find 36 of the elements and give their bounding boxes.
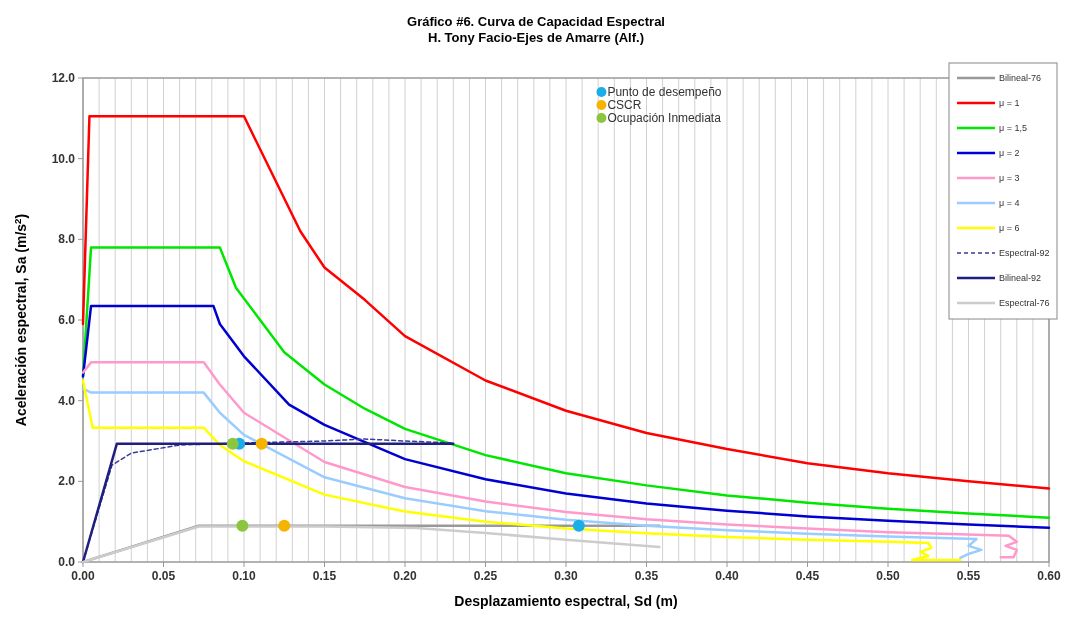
x-tick-label: 0.60	[1037, 569, 1061, 583]
legend-label: μ = 2	[999, 148, 1020, 158]
chart-title: Gráfico #6. Curva de Capacidad Espectral	[407, 14, 665, 29]
legend-label: CSCR	[607, 98, 642, 112]
x-tick-label: 0.15	[312, 569, 337, 583]
y-tick-label: 0.0	[58, 555, 76, 569]
x-tick-label: 0.45	[795, 569, 820, 583]
legend-label: μ = 1,5	[999, 123, 1027, 133]
x-tick-label: 0.30	[554, 569, 578, 583]
y-tick-label: 8.0	[58, 232, 76, 247]
legend-label: Espectral-92	[999, 248, 1050, 258]
x-tick-label: 0.00	[71, 569, 95, 583]
x-tick-label: 0.35	[634, 569, 659, 583]
x-tick-label: 0.20	[393, 569, 417, 583]
legend-label: μ = 6	[999, 223, 1020, 233]
x-tick-label: 0.55	[956, 569, 981, 583]
legend-label: μ = 3	[999, 173, 1020, 183]
legend-label: Ocupación Inmediata	[607, 111, 722, 125]
legend-label: μ = 4	[999, 198, 1020, 208]
x-axis-title: Desplazamiento espectral, Sd (m)	[454, 593, 678, 609]
x-tick-label: 0.40	[715, 569, 739, 583]
y-tick-label: 12.0	[51, 71, 76, 85]
legend-label: Espectral-76	[999, 298, 1050, 308]
x-tick-label: 0.05	[151, 569, 176, 583]
y-tick-label: 2.0	[58, 474, 76, 489]
legend-label: Bilineal-92	[999, 273, 1042, 283]
chart-subtitle: H. Tony Facio-Ejes de Amarre (Alf.)	[428, 30, 644, 45]
legend-label: Punto de desempeño	[607, 85, 722, 99]
x-tick-label: 0.10	[232, 569, 256, 583]
y-tick-label: 10.0	[51, 151, 76, 166]
x-tick-label: 0.25	[473, 569, 498, 583]
legend-label: Bilineal-76	[999, 73, 1042, 83]
x-tick-label: 0.50	[876, 569, 900, 583]
y-tick-label: 6.0	[58, 313, 76, 327]
legend-label: μ = 1	[999, 98, 1020, 108]
y-tick-label: 4.0	[58, 393, 76, 408]
